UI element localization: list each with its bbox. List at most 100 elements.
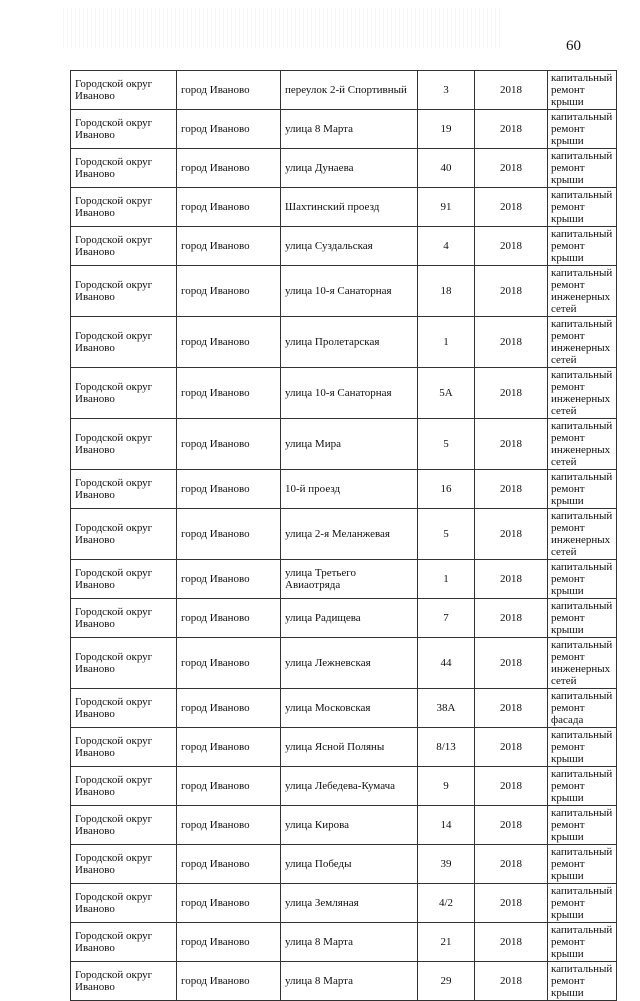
cell-year: 2018	[474, 598, 548, 638]
cell-district: Городской округ Иваново	[70, 109, 177, 149]
cell-work: капитальный ремонт фасада	[547, 688, 617, 728]
cell-street: переулок 2-й Спортивный	[280, 70, 418, 110]
cell-street: улица Московская	[280, 688, 418, 728]
cell-house: 39	[417, 844, 475, 884]
cell-street: улица 8 Марта	[280, 109, 418, 149]
cell-street: улица Земляная	[280, 883, 418, 923]
cell-work: капитальный ремонт крыши	[547, 805, 617, 845]
table-row: Городской округ Иваново город Иваново улиц…	[70, 316, 617, 368]
cell-city: город Иваново	[176, 922, 281, 962]
cell-street: улица Суздальская	[280, 226, 418, 266]
cell-house: 8/13	[417, 727, 475, 767]
cell-work: капитальный ремонт крыши	[547, 598, 617, 638]
cell-year: 2018	[474, 508, 548, 560]
cell-house: 5	[417, 508, 475, 560]
table-row: Городской округ Иваново город Иваново улиц…	[70, 265, 617, 317]
cell-house: 14	[417, 805, 475, 845]
cell-street: улица Победы	[280, 844, 418, 884]
cell-city: город Иваново	[176, 508, 281, 560]
cell-street: улица Кирова	[280, 805, 418, 845]
cell-city: город Иваново	[176, 805, 281, 845]
cell-work: капитальный ремонт инженерных сетей	[547, 265, 617, 317]
table-row: Городской округ Иваново город Иваново улиц…	[70, 688, 617, 728]
cell-work: капитальный ремонт крыши	[547, 844, 617, 884]
table-row: Городской округ Иваново город Иваново улиц…	[70, 559, 617, 599]
cell-street: улица 10-я Санаторная	[280, 367, 418, 419]
cell-street: улица Мира	[280, 418, 418, 470]
cell-district: Городской округ Иваново	[70, 844, 177, 884]
table-row: Городской округ Иваново город Иваново пере…	[70, 70, 617, 110]
table-row: Городской округ Иваново город Иваново улиц…	[70, 637, 617, 689]
cell-street: улица Дунаева	[280, 148, 418, 188]
cell-year: 2018	[474, 187, 548, 227]
cell-house: 44	[417, 637, 475, 689]
table-row: Городской округ Иваново город Иваново улиц…	[70, 766, 617, 806]
cell-year: 2018	[474, 688, 548, 728]
table-row: Городской округ Иваново город Иваново улиц…	[70, 418, 617, 470]
table-row: Городской округ Иваново город Иваново улиц…	[70, 367, 617, 419]
cell-city: город Иваново	[176, 961, 281, 1001]
cell-city: город Иваново	[176, 688, 281, 728]
cell-house: 16	[417, 469, 475, 509]
cell-work: капитальный ремонт крыши	[547, 226, 617, 266]
cell-year: 2018	[474, 316, 548, 368]
table-row: Городской округ Иваново город Иваново 10-й…	[70, 469, 617, 509]
cell-year: 2018	[474, 469, 548, 509]
cell-work: капитальный ремонт крыши	[547, 109, 617, 149]
cell-year: 2018	[474, 109, 548, 149]
cell-district: Городской округ Иваново	[70, 766, 177, 806]
cell-city: город Иваново	[176, 265, 281, 317]
cell-district: Городской округ Иваново	[70, 70, 177, 110]
page-number: 60	[566, 38, 581, 54]
cell-district: Городской округ Иваново	[70, 148, 177, 188]
cell-work: капитальный ремонт крыши	[547, 559, 617, 599]
cell-city: город Иваново	[176, 70, 281, 110]
cell-work: капитальный ремонт крыши	[547, 922, 617, 962]
cell-city: город Иваново	[176, 637, 281, 689]
cell-street: улица Ясной Поляны	[280, 727, 418, 767]
cell-year: 2018	[474, 70, 548, 110]
cell-district: Городской округ Иваново	[70, 367, 177, 419]
cell-district: Городской округ Иваново	[70, 961, 177, 1001]
cell-house: 29	[417, 961, 475, 1001]
cell-work: капитальный ремонт крыши	[547, 70, 617, 110]
repair-schedule-table: Городской округ Иваново город Иваново пере…	[70, 70, 617, 1001]
cell-district: Городской округ Иваново	[70, 922, 177, 962]
cell-house: 91	[417, 187, 475, 227]
cell-work: капитальный ремонт крыши	[547, 766, 617, 806]
cell-city: город Иваново	[176, 469, 281, 509]
cell-house: 5	[417, 418, 475, 470]
cell-work: капитальный ремонт крыши	[547, 469, 617, 509]
cell-city: город Иваново	[176, 883, 281, 923]
cell-year: 2018	[474, 226, 548, 266]
cell-street: улица 8 Марта	[280, 922, 418, 962]
cell-street: Шахтинский проезд	[280, 187, 418, 227]
cell-district: Городской округ Иваново	[70, 226, 177, 266]
table-row: Городской округ Иваново город Иваново улиц…	[70, 148, 617, 188]
cell-street: улица Лежневская	[280, 637, 418, 689]
cell-city: город Иваново	[176, 844, 281, 884]
table-row: Городской округ Иваново город Иваново улиц…	[70, 508, 617, 560]
cell-city: город Иваново	[176, 418, 281, 470]
cell-district: Городской округ Иваново	[70, 805, 177, 845]
cell-street: улица Лебедева-Кумача	[280, 766, 418, 806]
table-row: Городской округ Иваново город Иваново улиц…	[70, 961, 617, 1001]
scan-noise	[60, 8, 500, 48]
cell-year: 2018	[474, 559, 548, 599]
cell-house: 18	[417, 265, 475, 317]
cell-house: 4/2	[417, 883, 475, 923]
cell-city: город Иваново	[176, 766, 281, 806]
cell-year: 2018	[474, 265, 548, 317]
cell-house: 7	[417, 598, 475, 638]
cell-work: капитальный ремонт инженерных сетей	[547, 316, 617, 368]
cell-house: 5А	[417, 367, 475, 419]
cell-district: Городской округ Иваново	[70, 187, 177, 227]
cell-city: город Иваново	[176, 598, 281, 638]
cell-city: город Иваново	[176, 148, 281, 188]
cell-work: капитальный ремонт инженерных сетей	[547, 418, 617, 470]
cell-work: капитальный ремонт инженерных сетей	[547, 367, 617, 419]
cell-house: 40	[417, 148, 475, 188]
cell-year: 2018	[474, 844, 548, 884]
table-row: Городской округ Иваново город Иваново улиц…	[70, 109, 617, 149]
table-row: Городской округ Иваново город Иваново Шахт…	[70, 187, 617, 227]
